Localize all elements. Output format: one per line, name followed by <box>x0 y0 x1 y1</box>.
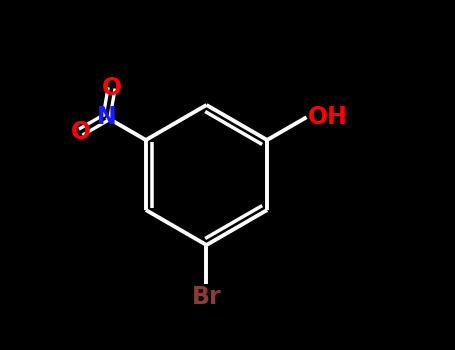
Text: OH: OH <box>308 105 348 129</box>
Text: O: O <box>71 120 91 144</box>
Text: N: N <box>96 105 116 129</box>
Text: O: O <box>101 76 121 100</box>
Text: Br: Br <box>192 285 221 309</box>
